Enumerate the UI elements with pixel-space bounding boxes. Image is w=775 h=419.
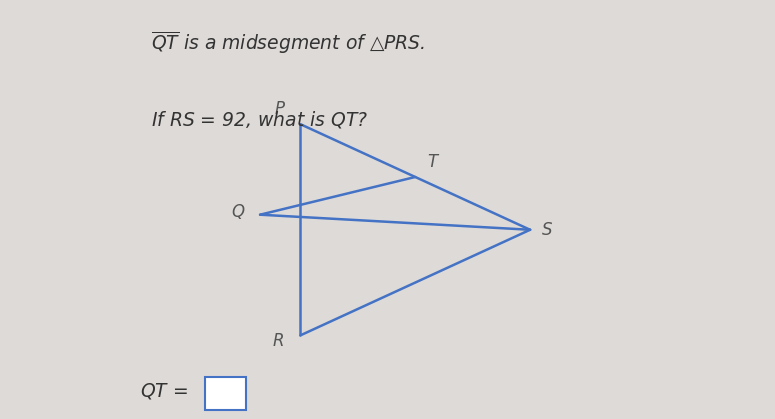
Text: S: S [542, 221, 553, 239]
Text: Q: Q [231, 203, 244, 221]
Text: T: T [427, 153, 437, 171]
FancyBboxPatch shape [205, 378, 246, 410]
Text: R: R [273, 332, 284, 350]
Text: If RS = 92, what is $QT$?: If RS = 92, what is $QT$? [151, 109, 368, 130]
Text: P: P [274, 100, 284, 118]
Text: $\overline{QT}$ is a midsegment of △PRS.: $\overline{QT}$ is a midsegment of △PRS. [151, 29, 425, 56]
Text: $QT$ =: $QT$ = [140, 381, 189, 401]
